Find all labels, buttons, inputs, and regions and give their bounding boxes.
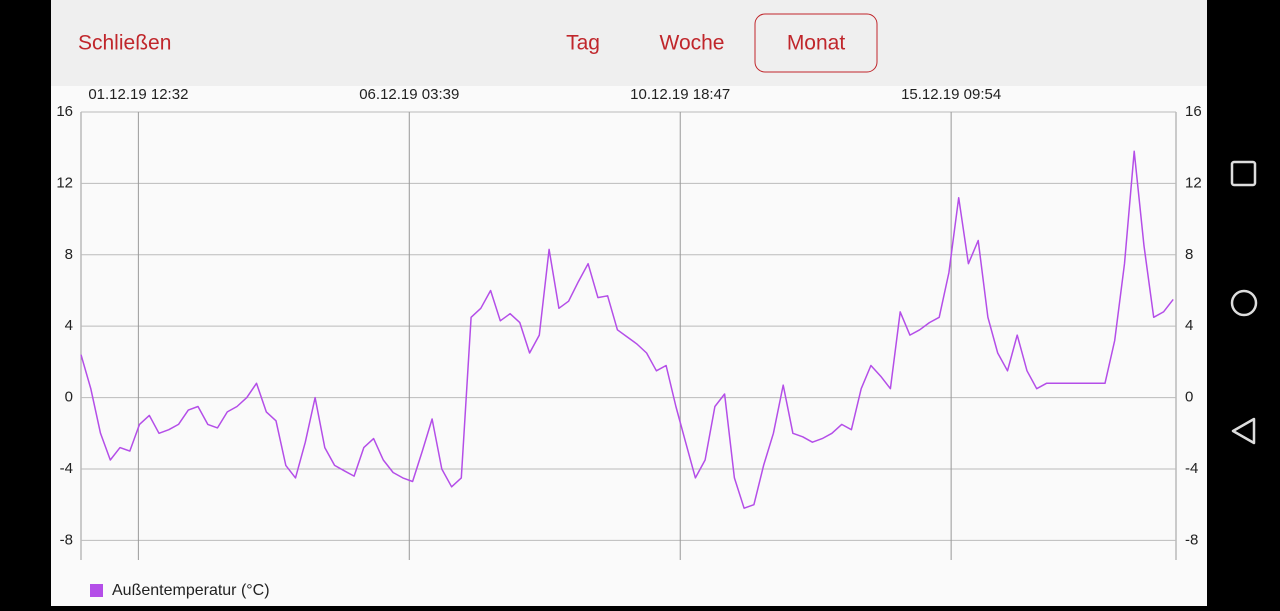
y2-tick-label: -4 bbox=[1185, 460, 1198, 477]
recents-button[interactable] bbox=[1230, 160, 1257, 187]
chart-area bbox=[51, 86, 1207, 606]
y2-tick-label: 0 bbox=[1185, 389, 1193, 406]
x-tick-label: 06.12.19 03:39 bbox=[359, 86, 459, 103]
tab[interactable]: Monat bbox=[787, 32, 846, 55]
y2-tick-label: -8 bbox=[1185, 531, 1198, 548]
close-button[interactable]: Schließen bbox=[78, 32, 171, 55]
y-tick-label: 12 bbox=[56, 174, 73, 191]
y-tick-label: 4 bbox=[65, 317, 73, 334]
back-button[interactable] bbox=[1231, 417, 1256, 445]
x-tick-label: 01.12.19 12:32 bbox=[88, 86, 188, 103]
tabs: Tag Woche Monat bbox=[566, 13, 878, 73]
legend-label: Außentemperatur (°C) bbox=[112, 582, 270, 599]
plot: -8 -8 -4 -4 0 0 4 4 8 8 12 12 16 16 01.12.19 12:32 06.1… bbox=[56, 86, 1202, 560]
nav-bar bbox=[1230, 160, 1258, 445]
y-tick-label: 8 bbox=[65, 246, 73, 263]
y-tick-label: -4 bbox=[60, 460, 73, 477]
y2-tick-label: 4 bbox=[1185, 317, 1193, 334]
tab[interactable]: Woche bbox=[660, 32, 725, 55]
y-tick-label: -8 bbox=[60, 531, 73, 548]
tab[interactable]: Tag bbox=[566, 32, 600, 55]
toolbar bbox=[51, 0, 1207, 86]
x-tick-label: 10.12.19 18:47 bbox=[630, 86, 730, 103]
home-button[interactable] bbox=[1230, 289, 1258, 317]
y2-tick-label: 8 bbox=[1185, 246, 1193, 263]
selected-tab-frame bbox=[754, 13, 878, 73]
y-tick-label: 0 bbox=[65, 389, 73, 406]
series-line bbox=[80, 150, 1174, 509]
x-tick-label: 15.12.19 09:54 bbox=[901, 86, 1001, 103]
legend-swatch bbox=[90, 584, 103, 597]
y2-tick-label: 16 bbox=[1185, 103, 1202, 120]
y2-tick-label: 12 bbox=[1185, 174, 1202, 191]
y-tick-label: 16 bbox=[56, 103, 73, 120]
